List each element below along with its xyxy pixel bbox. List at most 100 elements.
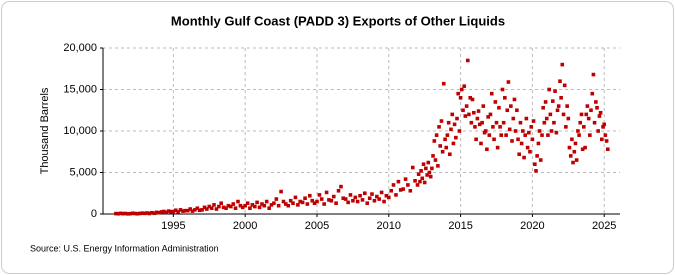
- point: [451, 141, 456, 146]
- point: [443, 137, 447, 142]
- point: [432, 139, 437, 143]
- point: [135, 211, 140, 216]
- point: [462, 84, 466, 88]
- point: [470, 97, 475, 102]
- point: [269, 203, 274, 207]
- point: [200, 208, 204, 212]
- point: [396, 179, 401, 184]
- point: [425, 173, 429, 177]
- point: [426, 160, 431, 165]
- point: [440, 149, 445, 154]
- point: [264, 199, 269, 204]
- point: [493, 100, 498, 104]
- point: [291, 201, 295, 206]
- y-axis-label: Thousand Barrels: [39, 87, 51, 174]
- point: [348, 193, 353, 197]
- point: [360, 198, 365, 202]
- point: [430, 166, 434, 171]
- point: [452, 122, 457, 127]
- point: [174, 208, 178, 213]
- point: [492, 137, 496, 142]
- point: [308, 193, 312, 198]
- point: [391, 183, 396, 187]
- point: [428, 174, 433, 179]
- point: [459, 87, 464, 92]
- point: [150, 210, 154, 215]
- point: [576, 129, 580, 133]
- point: [422, 180, 427, 185]
- point: [118, 211, 123, 216]
- point: [145, 211, 149, 215]
- point: [479, 141, 483, 146]
- point: [243, 203, 247, 208]
- point: [546, 133, 550, 137]
- point: [384, 193, 389, 198]
- point: [588, 133, 592, 137]
- point: [548, 112, 553, 117]
- point: [202, 205, 207, 210]
- point: [582, 125, 586, 129]
- point: [586, 116, 591, 121]
- point: [296, 203, 300, 207]
- point: [181, 209, 185, 213]
- point: [221, 205, 226, 210]
- x-tick-label: 2015: [448, 220, 472, 232]
- point: [166, 209, 171, 213]
- point: [571, 160, 575, 165]
- point: [367, 196, 372, 201]
- point: [114, 211, 118, 216]
- point: [477, 122, 482, 127]
- point: [467, 112, 471, 117]
- point: [469, 120, 474, 125]
- point: [205, 207, 209, 211]
- point: [416, 172, 421, 176]
- point: [538, 158, 543, 162]
- point: [236, 199, 240, 204]
- point: [541, 105, 545, 110]
- point: [217, 204, 221, 209]
- point: [450, 112, 455, 117]
- x-tick-label: 1995: [161, 220, 185, 232]
- point: [449, 127, 453, 132]
- point: [128, 211, 133, 216]
- point: [534, 169, 538, 173]
- point: [485, 147, 489, 152]
- point: [594, 100, 598, 104]
- point: [142, 211, 147, 216]
- point: [568, 154, 573, 158]
- point: [334, 201, 338, 206]
- point: [229, 204, 233, 209]
- point: [209, 206, 214, 210]
- point: [517, 152, 521, 157]
- point: [161, 209, 166, 214]
- point: [389, 188, 394, 193]
- point: [592, 120, 597, 125]
- point: [597, 114, 602, 118]
- point: [257, 205, 262, 210]
- point: [567, 145, 572, 150]
- point: [448, 152, 452, 157]
- point: [331, 194, 336, 199]
- point: [123, 211, 128, 216]
- point: [511, 116, 516, 121]
- point: [406, 183, 410, 187]
- point: [573, 141, 578, 146]
- point: [601, 125, 605, 129]
- point: [562, 83, 567, 88]
- point: [312, 201, 317, 206]
- point: [533, 162, 537, 166]
- point: [408, 188, 413, 193]
- point: [584, 112, 589, 117]
- point: [351, 198, 355, 203]
- point: [375, 194, 379, 199]
- point: [214, 207, 219, 211]
- point: [556, 104, 561, 108]
- point: [472, 110, 476, 115]
- point: [602, 122, 607, 127]
- point: [585, 104, 590, 108]
- point: [456, 91, 460, 96]
- point: [437, 125, 441, 129]
- point: [281, 199, 286, 204]
- point: [154, 210, 159, 215]
